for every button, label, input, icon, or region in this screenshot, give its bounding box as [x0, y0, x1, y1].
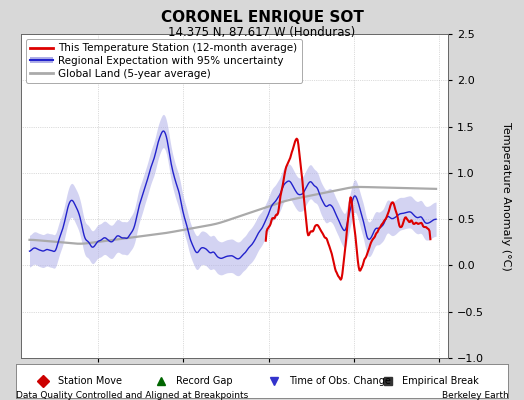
Text: CORONEL ENRIQUE SOT: CORONEL ENRIQUE SOT: [160, 10, 364, 25]
Text: Record Gap: Record Gap: [176, 376, 233, 386]
Text: Station Move: Station Move: [58, 376, 122, 386]
Y-axis label: Temperature Anomaly (°C): Temperature Anomaly (°C): [501, 122, 511, 270]
Text: Empirical Break: Empirical Break: [402, 376, 479, 386]
Legend: This Temperature Station (12-month average), Regional Expectation with 95% uncer: This Temperature Station (12-month avera…: [26, 39, 302, 83]
Text: 14.375 N, 87.617 W (Honduras): 14.375 N, 87.617 W (Honduras): [168, 26, 356, 39]
Text: Data Quality Controlled and Aligned at Breakpoints: Data Quality Controlled and Aligned at B…: [16, 391, 248, 400]
Text: Berkeley Earth: Berkeley Earth: [442, 391, 508, 400]
Text: Time of Obs. Change: Time of Obs. Change: [289, 376, 391, 386]
